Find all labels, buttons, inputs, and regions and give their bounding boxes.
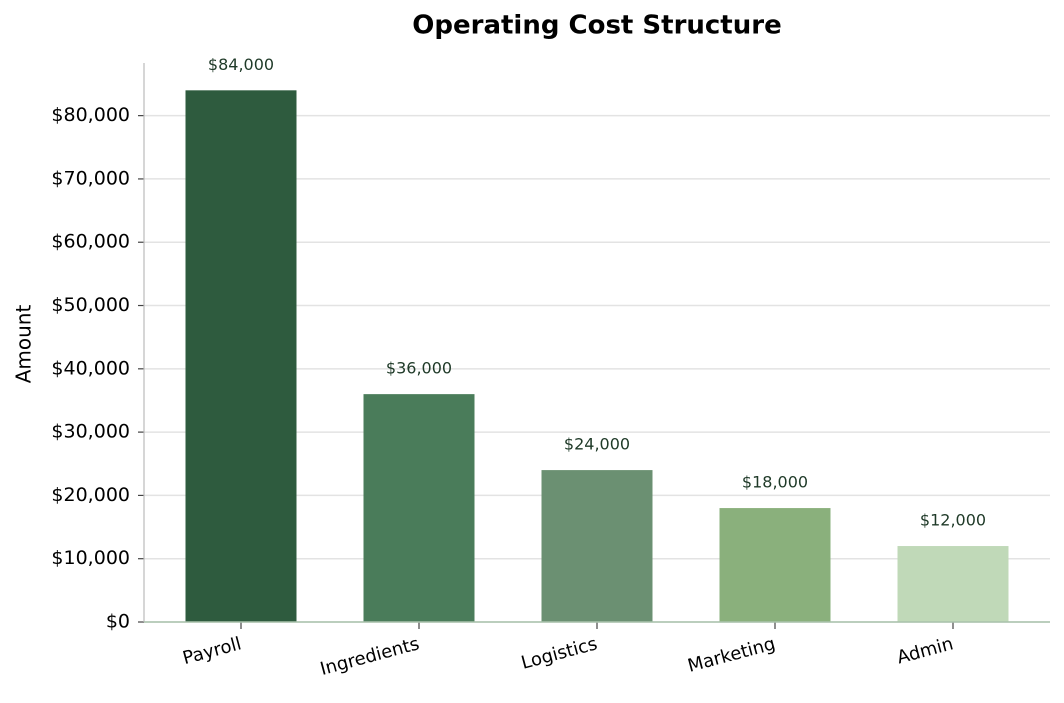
value-label: $12,000 [920, 511, 986, 530]
x-tick-label: Admin [895, 633, 956, 668]
y-tick-label: $0 [106, 611, 130, 633]
y-tick-label: $60,000 [51, 231, 130, 253]
y-tick-label: $20,000 [51, 484, 130, 506]
bar [185, 90, 297, 623]
x-tick-label: Marketing [685, 633, 777, 677]
value-label: $24,000 [564, 435, 630, 454]
y-tick-label: $80,000 [51, 104, 130, 126]
y-tick-label: $50,000 [51, 294, 130, 316]
y-tick-label: $70,000 [51, 167, 130, 189]
value-label: $36,000 [386, 359, 452, 378]
value-label: $84,000 [208, 55, 274, 74]
bar [541, 470, 653, 622]
y-tick-label: $40,000 [51, 357, 130, 379]
x-tick-label: Ingredients [318, 633, 422, 680]
x-tick-label: Logistics [519, 633, 600, 673]
bar [363, 394, 475, 622]
y-axis-label: Amount [12, 305, 36, 384]
value-label: $18,000 [742, 473, 808, 492]
chart-title: Operating Cost Structure [412, 11, 781, 41]
x-tick-label: Payroll [180, 633, 243, 669]
bar [719, 508, 831, 622]
bar [897, 546, 1009, 622]
y-tick-label: $10,000 [51, 547, 130, 569]
y-tick-label: $30,000 [51, 421, 130, 443]
